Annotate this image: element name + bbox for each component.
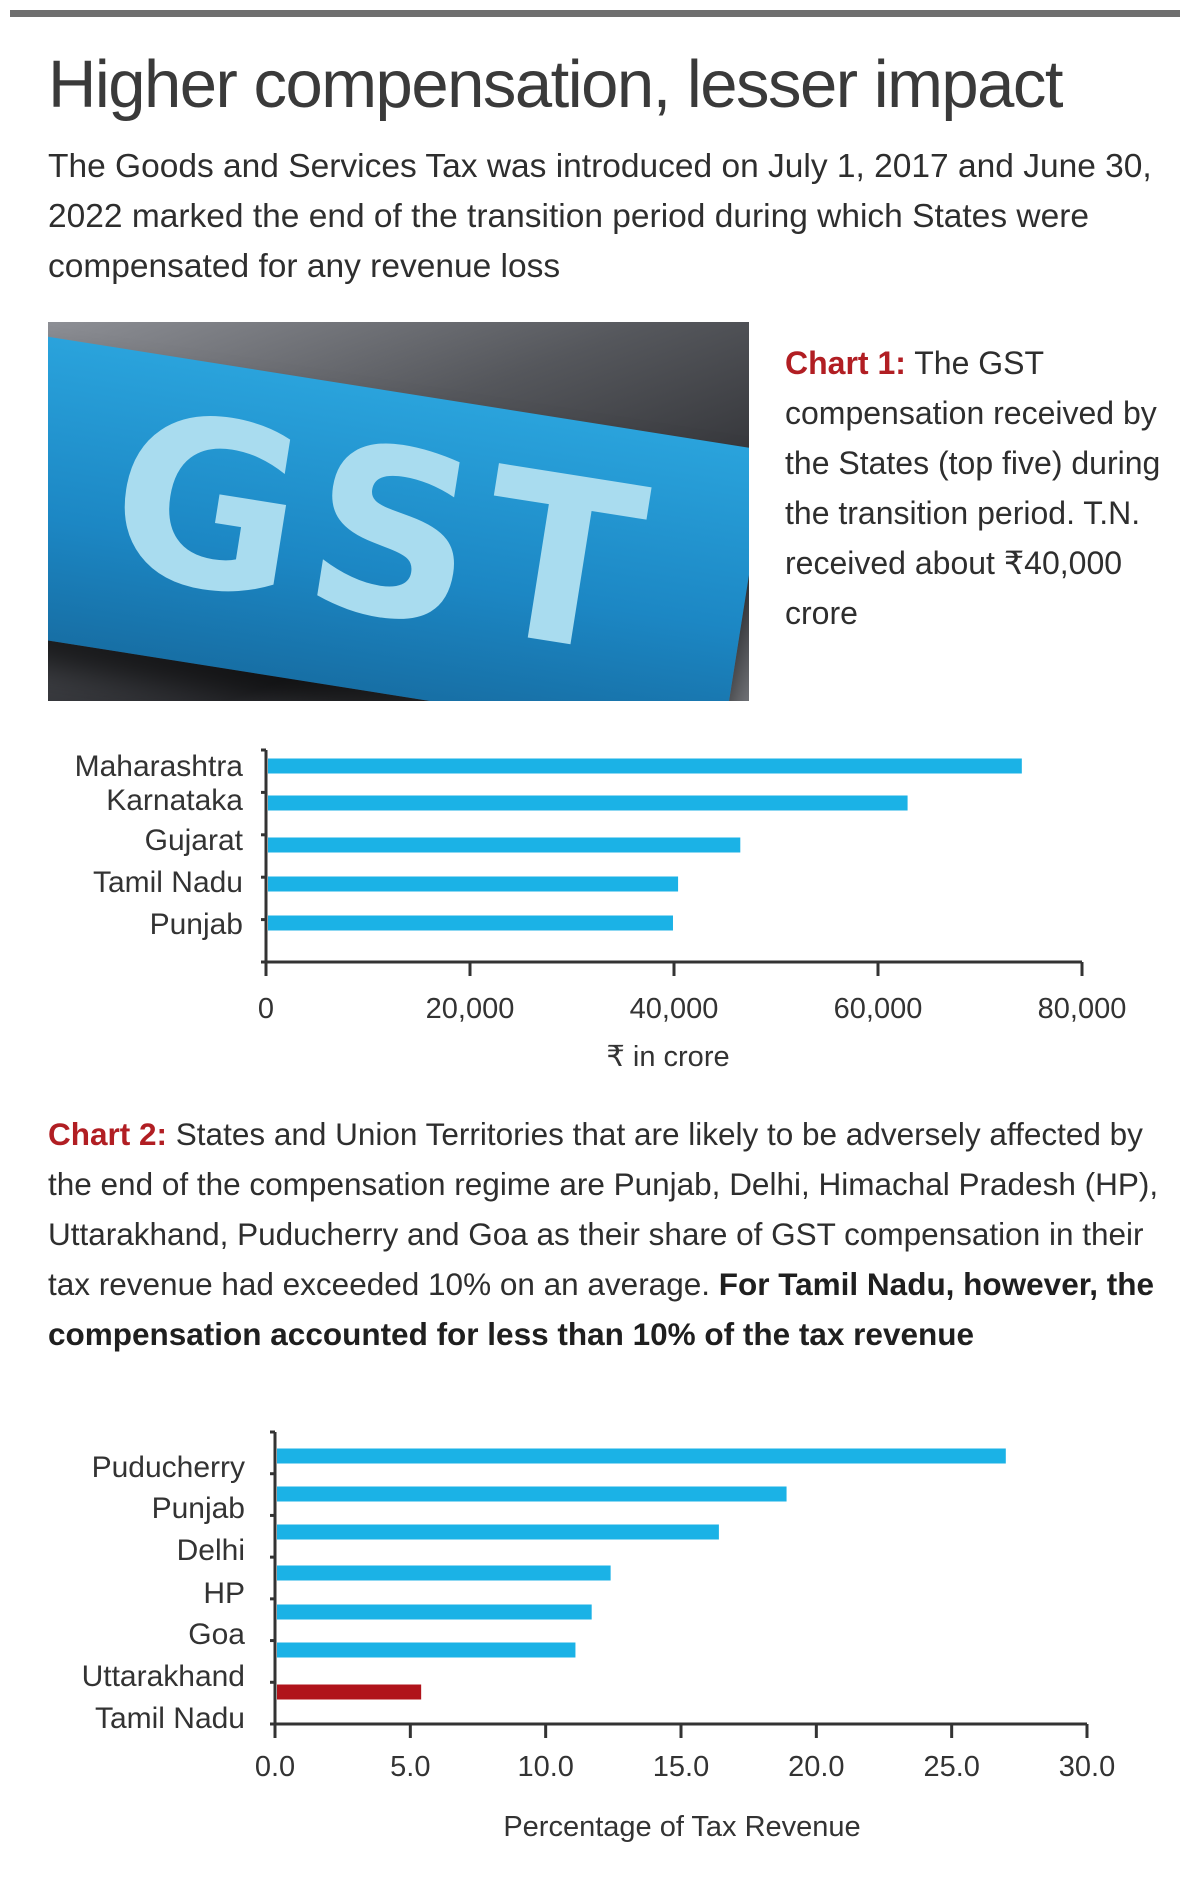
chart1-bar-gujarat bbox=[268, 837, 741, 853]
chart1-label: Chart 1: bbox=[785, 345, 906, 381]
chart1-bar-tamil-nadu bbox=[268, 876, 679, 892]
chart2-category-label: Punjab bbox=[152, 1492, 245, 1525]
chart2-caption: Chart 2: States and Union Territories th… bbox=[48, 1109, 1178, 1359]
subtitle: The Goods and Services Tax was introduce… bbox=[48, 148, 1152, 285]
chart1-category-label: Tamil Nadu bbox=[93, 866, 243, 899]
chart2-bar-punjab bbox=[277, 1486, 787, 1502]
chart1-category-label: Maharashtra bbox=[75, 750, 244, 783]
chart2-text: States and Union Territories that are li… bbox=[48, 1116, 1159, 1302]
chart1-bar-punjab bbox=[268, 915, 673, 931]
chart2-x-tick-label: 15.0 bbox=[653, 1751, 709, 1783]
chart2-category-label: Puducherry bbox=[92, 1451, 245, 1484]
chart2-category-label: Goa bbox=[188, 1618, 245, 1651]
chart2-bar-hp bbox=[277, 1565, 611, 1581]
chart2-x-tick-label: 30.0 bbox=[1059, 1751, 1115, 1783]
chart2-label: Chart 2: bbox=[48, 1116, 168, 1152]
page-title: Higher compensation, lesser impact bbox=[48, 47, 1064, 122]
top-rule bbox=[10, 10, 1180, 17]
chart1-bar-maharashtra bbox=[268, 758, 1022, 774]
chart1-category-label: Punjab bbox=[150, 908, 243, 941]
chart2-bar-uttarakhand bbox=[277, 1642, 576, 1658]
chart2-bar-puducherry bbox=[277, 1448, 1006, 1464]
chart1-caption: Chart 1: The GST compensation received b… bbox=[785, 338, 1175, 638]
chart1-x-tick-label: 60,000 bbox=[834, 993, 923, 1025]
gst-photo: GST bbox=[48, 322, 749, 701]
chart2-x-tick-label: 10.0 bbox=[517, 1751, 573, 1783]
chart2-category-label: Uttarakhand bbox=[82, 1660, 245, 1693]
chart2-category-label: Tamil Nadu bbox=[95, 1702, 245, 1735]
chart2-category-label: HP bbox=[203, 1577, 245, 1610]
chart1-x-tick-label: 20,000 bbox=[426, 993, 515, 1025]
chart1-category-label: Karnataka bbox=[106, 784, 243, 817]
chart2-bar-goa bbox=[277, 1604, 592, 1620]
chart2-category-label: Delhi bbox=[177, 1534, 245, 1567]
chart2-x-tick-label: 5.0 bbox=[390, 1751, 430, 1783]
chart2-bar-tamil-nadu bbox=[277, 1684, 422, 1700]
chart1-x-axis-label: ₹ in crore bbox=[606, 1041, 729, 1073]
chart2-x-axis-label: Percentage of Tax Revenue bbox=[503, 1811, 860, 1843]
chart1-x-tick-label: 40,000 bbox=[630, 993, 719, 1025]
chart2-x-tick-label: 20.0 bbox=[788, 1751, 844, 1783]
chart2-bold-text: For Tamil Nadu, however, the compensatio… bbox=[48, 1266, 1154, 1352]
chart1-x-tick-label: 0 bbox=[258, 993, 274, 1025]
chart1-category-label: Gujarat bbox=[145, 824, 244, 857]
chart1-text: The GST compensation received by the Sta… bbox=[785, 345, 1161, 631]
chart2-bar-delhi bbox=[277, 1524, 719, 1540]
chart1-bar-karnataka bbox=[268, 795, 908, 811]
chart2-x-tick-label: 25.0 bbox=[923, 1751, 979, 1783]
chart2-x-tick-label: 0.0 bbox=[255, 1751, 295, 1783]
chart1-x-tick-label: 80,000 bbox=[1038, 993, 1127, 1025]
